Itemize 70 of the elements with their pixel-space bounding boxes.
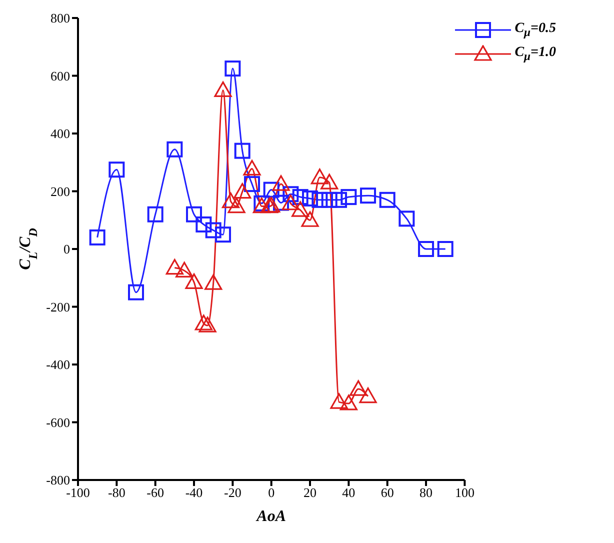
- y-tick-label: 0: [64, 242, 70, 257]
- y-tick-label: 200: [50, 184, 70, 199]
- x-tick-label: 0: [268, 485, 275, 500]
- y-tick-label: 400: [50, 126, 70, 142]
- point: [89, 229, 106, 246]
- x-tick-label: 40: [342, 485, 356, 500]
- point: [360, 188, 376, 204]
- x-tick-label: -100: [66, 485, 90, 500]
- point: [108, 162, 125, 178]
- point: [128, 284, 144, 300]
- point: [340, 394, 358, 410]
- x-axis-title: AoA: [256, 508, 286, 525]
- point: [228, 197, 246, 214]
- point: [205, 222, 222, 238]
- point: [302, 190, 318, 206]
- point: [340, 189, 357, 206]
- point: [185, 273, 203, 290]
- x-tick-label: -80: [108, 485, 126, 500]
- point: [234, 142, 250, 159]
- point: [282, 194, 300, 210]
- legend-label: C$_{μ}$=1.0: [514, 45, 556, 63]
- point: [263, 182, 280, 198]
- y-tick-label: 800: [50, 10, 70, 26]
- point: [196, 216, 212, 232]
- point: [398, 210, 415, 227]
- y-tick-label: 600: [50, 68, 70, 84]
- point: [186, 206, 202, 222]
- point: [301, 211, 319, 227]
- point: [379, 192, 396, 208]
- point: [273, 194, 290, 211]
- point: [282, 186, 299, 202]
- y-tick-label: -800: [46, 472, 70, 488]
- point: [214, 81, 232, 97]
- y-tick-label: -200: [46, 299, 70, 314]
- x-tick-label: 80: [420, 485, 433, 500]
- legend-label: C$_{μ}$=0.5: [514, 21, 556, 39]
- point: [320, 174, 338, 190]
- point: [331, 192, 348, 208]
- point: [215, 226, 232, 243]
- point: [243, 160, 261, 176]
- y-tick-label: -400: [46, 357, 70, 372]
- point: [222, 192, 240, 208]
- y-tick-label: -600: [46, 414, 70, 430]
- point: [292, 201, 310, 217]
- point: [272, 175, 290, 191]
- x-tick-label: -20: [224, 485, 242, 500]
- point: [418, 241, 434, 257]
- point: [321, 192, 338, 208]
- point: [437, 241, 454, 257]
- x-tick-label: 100: [454, 485, 474, 500]
- point: [204, 274, 222, 290]
- x-tick-label: 60: [380, 485, 394, 500]
- x-tick-label: 20: [304, 485, 317, 500]
- point: [310, 168, 328, 184]
- point: [147, 206, 164, 222]
- point: [330, 393, 348, 409]
- point: [224, 60, 241, 77]
- point: [312, 192, 328, 208]
- point: [292, 189, 308, 206]
- point: [359, 387, 377, 404]
- x-tick-label: -40: [185, 485, 203, 500]
- point: [244, 176, 260, 192]
- point: [198, 316, 216, 332]
- point: [350, 380, 368, 396]
- point: [166, 258, 184, 275]
- point: [194, 314, 212, 330]
- point: [166, 141, 183, 158]
- x-tick-label: -60: [146, 485, 164, 500]
- point: [234, 183, 252, 199]
- point: [176, 262, 194, 278]
